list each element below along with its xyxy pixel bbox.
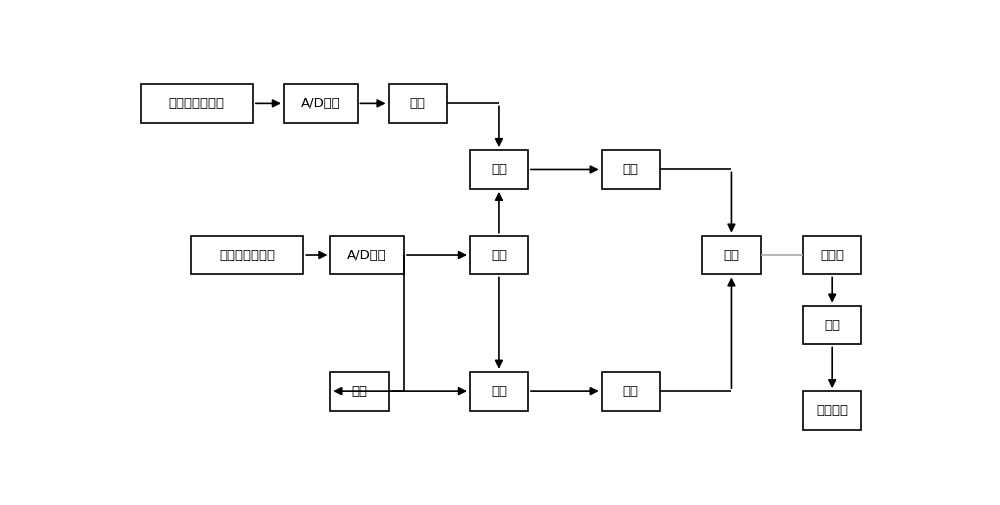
Bar: [470, 150, 528, 189]
Bar: [602, 150, 660, 189]
Bar: [602, 372, 660, 411]
Text: A/D转换: A/D转换: [347, 248, 387, 262]
Bar: [388, 84, 447, 123]
Text: A/D转换: A/D转换: [301, 97, 341, 110]
Text: 低通: 低通: [623, 163, 639, 176]
Text: 相乘: 相乘: [491, 385, 507, 397]
Text: 相乘: 相乘: [491, 163, 507, 176]
Text: 第二光电探测器: 第二光电探测器: [169, 97, 225, 110]
Text: 移相: 移相: [351, 385, 367, 397]
Bar: [140, 84, 253, 123]
Bar: [330, 235, 404, 275]
Text: 第一光电探测器: 第一光电探测器: [219, 248, 275, 262]
Bar: [803, 235, 861, 275]
Text: 反正切: 反正切: [820, 248, 844, 262]
Bar: [803, 306, 861, 344]
Bar: [330, 372, 388, 411]
Text: 低通: 低通: [623, 385, 639, 397]
Text: 高通: 高通: [824, 319, 840, 331]
Bar: [470, 372, 528, 411]
Bar: [702, 235, 761, 275]
Bar: [284, 84, 358, 123]
Bar: [470, 235, 528, 275]
Bar: [191, 235, 303, 275]
Text: 带通: 带通: [410, 97, 426, 110]
Text: 解调输出: 解调输出: [816, 404, 848, 417]
Text: 相除: 相除: [723, 248, 739, 262]
Bar: [803, 391, 861, 430]
Text: 带通: 带通: [491, 248, 507, 262]
